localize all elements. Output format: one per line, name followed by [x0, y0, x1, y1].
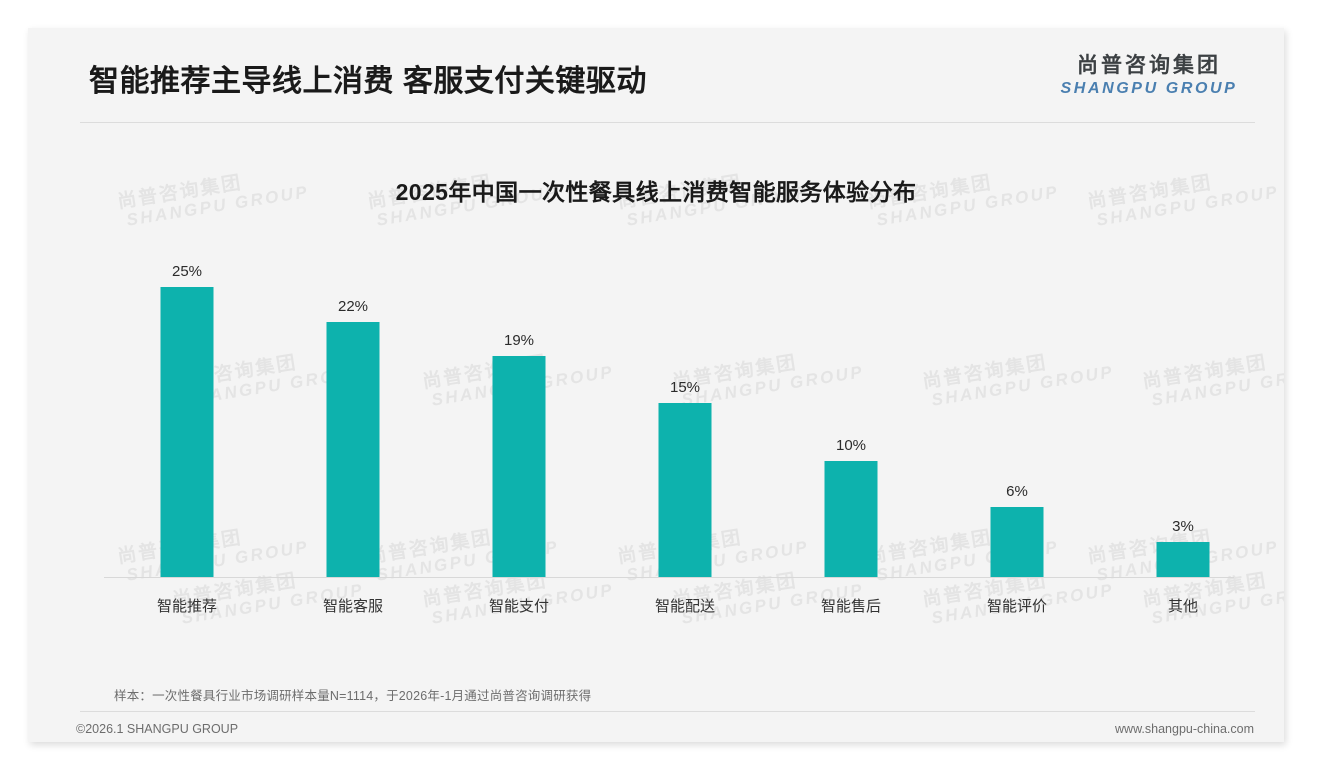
chart-title: 2025年中国一次性餐具线上消费智能服务体验分布 [395, 179, 917, 205]
page-title: 智能推荐主导线上消费 客服支付关键驱动 [89, 65, 647, 98]
x-axis-baseline [104, 577, 1234, 578]
category-label: 智能客服 [322, 598, 384, 615]
bar-value-label: 15% [669, 379, 701, 396]
bar-group: 25% 智能推荐 [104, 253, 270, 615]
bar[interactable] [824, 461, 878, 577]
brand-logo-cn: 尚普咨询集团 [1077, 54, 1221, 77]
bar[interactable] [492, 356, 546, 577]
bar-group: 15% 智能配送 [602, 253, 768, 615]
category-label: 其他 [1167, 598, 1199, 615]
bar[interactable] [160, 287, 214, 577]
bar[interactable] [326, 322, 380, 577]
website-link[interactable]: www.shangpu-china.com [1115, 722, 1254, 736]
bar-value-label: 10% [835, 437, 867, 454]
category-label: 智能推荐 [156, 598, 218, 615]
category-label: 智能配送 [654, 598, 716, 615]
bar-value-label: 3% [1172, 518, 1194, 535]
bar[interactable] [1156, 542, 1210, 577]
bar-group: 19% 智能支付 [436, 253, 602, 615]
header-divider [80, 122, 1255, 123]
category-label: 智能评价 [986, 598, 1048, 615]
bar-value-label: 19% [503, 332, 535, 349]
bar[interactable] [990, 507, 1044, 577]
slide-footer: ©2026.1 SHANGPU GROUP www.shangpu-china.… [28, 716, 1284, 742]
slide-header: 智能推荐主导线上消费 客服支付关键驱动 尚普咨询集团 SHANGPU GROUP [28, 28, 1284, 123]
bar-group: 22% 智能客服 [270, 253, 436, 615]
brand-logo-en: SHANGPU GROUP [1060, 80, 1238, 98]
bar-group: 6% 智能评价 [934, 253, 1100, 615]
bar-group: 3% 其他 [1100, 253, 1266, 615]
bar-group: 10% 智能售后 [768, 253, 934, 615]
bar-value-label: 6% [1006, 483, 1028, 500]
brand-logo: 尚普咨询集团 SHANGPU GROUP [1034, 54, 1264, 98]
category-label: 智能售后 [820, 598, 882, 615]
slide-canvas: 尚普咨询集团 SHANGPU GROUP 尚普咨询集团 SHANGPU GROUP 尚普… [28, 28, 1284, 742]
bar-value-label: 22% [337, 298, 369, 315]
bar[interactable] [658, 403, 712, 577]
chart-area: 2025年中国一次性餐具线上消费智能服务体验分布 25% 智能推荐 22% 智能客服 1… [28, 123, 1284, 683]
copyright-text: ©2026.1 SHANGPU GROUP [76, 722, 239, 736]
sample-footnote: 样本：一次性餐具行业市场调研样本量N=1114，于2026年-1月通过尚普咨询调… [114, 689, 592, 703]
bar-value-label: 25% [171, 263, 203, 280]
category-label: 智能支付 [488, 598, 550, 615]
footer-divider [80, 711, 1255, 712]
bar-chart-plot: 25% 智能推荐 22% 智能客服 19% 智能支付 15% 智能配送 10% 智能售后 6% 智能评… [78, 253, 1238, 615]
